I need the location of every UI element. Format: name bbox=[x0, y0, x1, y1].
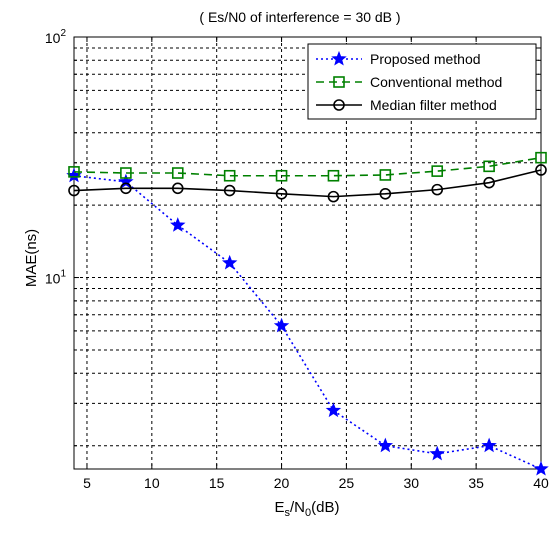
series-line bbox=[73, 174, 542, 470]
y-axis-label: MAE(ns) bbox=[23, 229, 40, 287]
data-point bbox=[377, 437, 394, 453]
x-axis-label-tail: (dB) bbox=[311, 499, 339, 516]
legend: Proposed method Conventional method Median… bbox=[307, 43, 537, 120]
data-point bbox=[275, 187, 288, 200]
x-axis-label-main: E bbox=[275, 499, 285, 516]
x-tick-label: 35 bbox=[468, 475, 484, 491]
y-tick-label: 101 bbox=[45, 269, 67, 287]
legend-marker bbox=[331, 50, 347, 66]
data-point bbox=[535, 164, 547, 176]
data-point bbox=[483, 176, 495, 189]
x-tick-label: 20 bbox=[274, 475, 290, 491]
data-point bbox=[379, 169, 392, 181]
data-point bbox=[483, 160, 495, 173]
data-point bbox=[429, 445, 445, 461]
chart-title: ( Es/N0 of interference = 30 dB ) bbox=[199, 9, 400, 25]
legend-label: Median filter method bbox=[370, 97, 497, 113]
x-tick-label: 30 bbox=[403, 475, 419, 491]
data-point bbox=[170, 217, 186, 232]
data-point bbox=[535, 151, 547, 164]
legend-marker bbox=[333, 76, 345, 88]
y-tick-label-exponent: 2 bbox=[60, 28, 66, 39]
y-tick-label-exponent: 1 bbox=[60, 269, 66, 280]
x-tick-label: 10 bbox=[144, 475, 160, 491]
data-point bbox=[325, 402, 342, 418]
series-square bbox=[68, 151, 547, 182]
data-point bbox=[171, 182, 184, 195]
y-tick-label-base: 10 bbox=[45, 30, 61, 46]
legend-label: Conventional method bbox=[370, 74, 502, 90]
legend-label: Proposed method bbox=[370, 51, 481, 67]
data-point bbox=[533, 460, 549, 476]
plot-frame bbox=[73, 36, 542, 470]
x-tick-label: 25 bbox=[339, 475, 355, 491]
data-point bbox=[118, 173, 134, 189]
x-axis-label-sub2: 0 bbox=[305, 507, 311, 519]
legend-marker bbox=[333, 99, 345, 111]
data-point bbox=[223, 169, 236, 182]
data-point bbox=[481, 437, 497, 453]
series-circle bbox=[68, 164, 547, 203]
data-point bbox=[431, 183, 444, 196]
series-star bbox=[66, 167, 549, 476]
data-point bbox=[223, 184, 236, 197]
x-tick-label: 5 bbox=[83, 475, 91, 491]
data-point bbox=[68, 166, 80, 178]
y-tick-label-base: 10 bbox=[45, 271, 61, 287]
data-point bbox=[327, 169, 340, 182]
data-point bbox=[327, 190, 340, 203]
series-group bbox=[66, 151, 549, 476]
y-tick-label: 102 bbox=[45, 28, 67, 46]
data-point bbox=[273, 317, 290, 333]
data-point bbox=[431, 165, 444, 177]
x-tick-label: 15 bbox=[209, 475, 225, 491]
data-point bbox=[120, 167, 132, 179]
data-point bbox=[221, 254, 238, 270]
data-point bbox=[120, 182, 132, 195]
data-point bbox=[379, 187, 392, 200]
x-axis-label-mid: /N bbox=[290, 499, 305, 516]
x-axis-label: Es/N0(dB) bbox=[275, 499, 340, 519]
data-point bbox=[68, 184, 80, 197]
data-point bbox=[171, 167, 184, 179]
series-line bbox=[73, 169, 542, 198]
x-tick-label: 40 bbox=[533, 475, 549, 491]
x-axis-label-sub1: s bbox=[285, 507, 291, 519]
data-point bbox=[275, 169, 288, 182]
